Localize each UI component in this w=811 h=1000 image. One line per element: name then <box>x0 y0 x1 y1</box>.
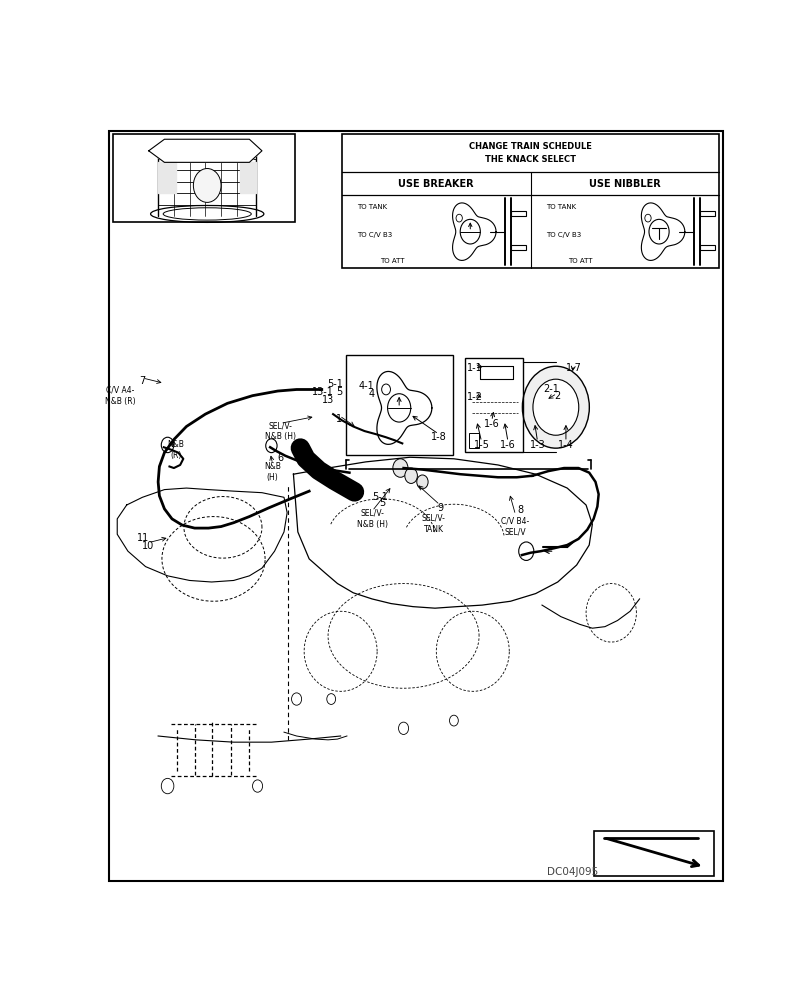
Circle shape <box>521 366 589 448</box>
Circle shape <box>161 437 174 453</box>
Text: SEL/V-
N&B (H): SEL/V- N&B (H) <box>264 421 295 441</box>
Text: 2: 2 <box>553 391 560 401</box>
Text: 5: 5 <box>336 387 342 397</box>
Text: 8: 8 <box>517 505 523 515</box>
Text: SEL/V-
N&B (H): SEL/V- N&B (H) <box>356 509 387 529</box>
Circle shape <box>193 169 221 202</box>
Text: C/V A4-
N&B (R): C/V A4- N&B (R) <box>105 386 135 406</box>
Text: N&B
(R): N&B (R) <box>167 440 184 460</box>
Text: SEL/V-
TANK: SEL/V- TANK <box>421 513 445 534</box>
Text: TO ATT: TO ATT <box>380 258 404 264</box>
Text: 2-1: 2-1 <box>543 384 558 394</box>
Text: USE BREAKER: USE BREAKER <box>398 179 474 189</box>
Text: 5-1: 5-1 <box>372 492 388 502</box>
Text: DC04J095: DC04J095 <box>546 867 597 877</box>
Polygon shape <box>148 139 262 162</box>
Circle shape <box>393 459 407 477</box>
Bar <box>511 245 526 250</box>
Text: 1-6: 1-6 <box>500 440 515 450</box>
Text: 1-3: 1-3 <box>529 440 545 450</box>
Text: 1: 1 <box>336 414 342 424</box>
Text: C/V B4-
SEL/V: C/V B4- SEL/V <box>501 517 529 537</box>
Text: 1-8: 1-8 <box>431 432 446 442</box>
Text: TO TANK: TO TANK <box>545 204 575 210</box>
Circle shape <box>416 475 427 489</box>
Circle shape <box>265 439 277 453</box>
Bar <box>469 433 478 448</box>
Text: 4: 4 <box>368 389 375 399</box>
Text: N&B
(H): N&B (H) <box>264 462 281 482</box>
Text: 1-6: 1-6 <box>483 419 499 429</box>
Text: 7: 7 <box>139 376 145 386</box>
Bar <box>699 211 714 216</box>
Text: 1-1: 1-1 <box>466 363 482 373</box>
Bar <box>341 134 719 268</box>
Text: 1-5: 1-5 <box>473 440 489 450</box>
Text: 13: 13 <box>321 395 334 405</box>
Circle shape <box>518 542 533 560</box>
Bar <box>345 355 452 455</box>
Circle shape <box>405 468 417 483</box>
Bar <box>593 831 714 876</box>
Text: TO ATT: TO ATT <box>568 258 592 264</box>
Polygon shape <box>158 162 175 193</box>
Text: TO C/V B3: TO C/V B3 <box>545 232 581 238</box>
Bar <box>511 211 526 216</box>
Bar <box>465 358 522 452</box>
Text: 1-2: 1-2 <box>466 392 482 402</box>
Text: 13-1: 13-1 <box>311 387 333 397</box>
Text: 9: 9 <box>436 503 443 513</box>
Bar <box>699 245 714 250</box>
Text: 5: 5 <box>379 498 384 508</box>
Text: CHANGE TRAIN SCHEDULE
THE KNACK SELECT: CHANGE TRAIN SCHEDULE THE KNACK SELECT <box>469 142 591 164</box>
Text: 10: 10 <box>142 541 154 551</box>
Text: 6: 6 <box>277 453 283 463</box>
Text: 1-7: 1-7 <box>564 363 581 373</box>
Circle shape <box>532 379 578 435</box>
Text: 11: 11 <box>137 533 149 543</box>
Polygon shape <box>240 162 255 193</box>
Text: TO TANK: TO TANK <box>357 204 387 210</box>
Text: 4-1: 4-1 <box>358 381 374 391</box>
Text: USE NIBBLER: USE NIBBLER <box>589 179 660 189</box>
Text: 1-4: 1-4 <box>557 440 573 450</box>
Text: 5-1: 5-1 <box>327 379 342 389</box>
Bar <box>113 134 295 222</box>
Text: TO C/V B3: TO C/V B3 <box>357 232 392 238</box>
